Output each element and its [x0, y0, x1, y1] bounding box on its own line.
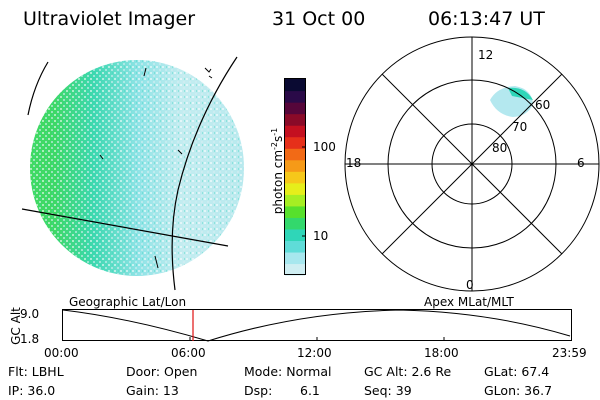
alt-tick-9: 9.0	[20, 307, 40, 321]
x-tick-0000: 00:00	[44, 346, 79, 360]
dsp-value: 6.1	[300, 383, 320, 398]
colorbar-segment	[285, 228, 305, 242]
alt-tick-1-8: 1.8	[20, 332, 40, 346]
lat-label-80: 80	[492, 141, 508, 155]
x-tick-2359: 23:59	[552, 346, 587, 360]
x-tick-1200: 12:00	[297, 346, 332, 360]
coastline	[204, 67, 213, 79]
filter-info: Flt: LBHL	[8, 364, 64, 379]
auroral-oval-patch	[490, 86, 533, 117]
x-tick-1800: 18:00	[424, 346, 459, 360]
colorbar-segment	[285, 90, 305, 103]
colorbar-tick-10: 10	[313, 229, 329, 243]
colorbar-segment	[285, 159, 305, 172]
colorbar-segment	[285, 171, 305, 184]
lat-label-60: 60	[535, 98, 551, 112]
gc-alt-info: GC Alt: 2.6 Re	[364, 364, 452, 379]
door-info: Door: Open	[126, 364, 198, 379]
coastline	[99, 67, 183, 269]
colorbar-segment	[285, 136, 305, 149]
glon-info: GLon: 36.7	[484, 383, 553, 398]
mlt-label-0: 0	[466, 278, 474, 292]
x-tick-0600: 06:00	[171, 346, 206, 360]
apex-label: Apex MLat/MLT	[424, 295, 514, 309]
colorbar-segment	[285, 240, 305, 253]
mlt-label-12: 12	[478, 48, 494, 62]
colorbar-segment	[285, 205, 305, 218]
lon-line	[171, 56, 238, 291]
colorbar-segment	[285, 182, 305, 195]
colorbar-segment	[285, 125, 305, 138]
colorbar-segment	[285, 217, 305, 230]
mode-info: Mode: Normal	[244, 364, 332, 379]
lat-line	[21, 208, 229, 247]
colorbar-segment	[285, 263, 305, 276]
glat-info: GLat: 67.4	[484, 364, 550, 379]
mlt-label-6: 6	[577, 156, 585, 170]
instrument-title: Ultraviolet Imager	[23, 8, 196, 30]
colorbar-segment	[285, 102, 305, 115]
mlt-label-18: 18	[346, 156, 362, 170]
colorbar	[284, 78, 306, 276]
seq-info: Seq: 39	[364, 383, 412, 398]
ip-info: IP: 36.0	[8, 383, 56, 398]
colorbar-segment	[285, 79, 305, 92]
x-ticks	[189, 337, 445, 341]
colorbar-segment	[285, 113, 305, 126]
geographic-label: Geographic Lat/Lon	[69, 295, 187, 309]
colorbar-tick-100: 100	[313, 140, 336, 154]
colorbar-segment	[285, 148, 305, 161]
auroral-disk	[30, 60, 244, 276]
colorbar-segment	[285, 194, 305, 207]
lat-label-70: 70	[512, 120, 528, 134]
date-label: 31 Oct 00	[272, 8, 366, 30]
altitude-curve	[62, 309, 571, 342]
colorbar-segment	[285, 251, 305, 265]
dsp-label: Dsp:	[244, 383, 273, 398]
coastline	[27, 61, 49, 116]
time-label: 06:13:47 UT	[428, 8, 545, 30]
gain-info: Gain: 13	[126, 383, 179, 398]
